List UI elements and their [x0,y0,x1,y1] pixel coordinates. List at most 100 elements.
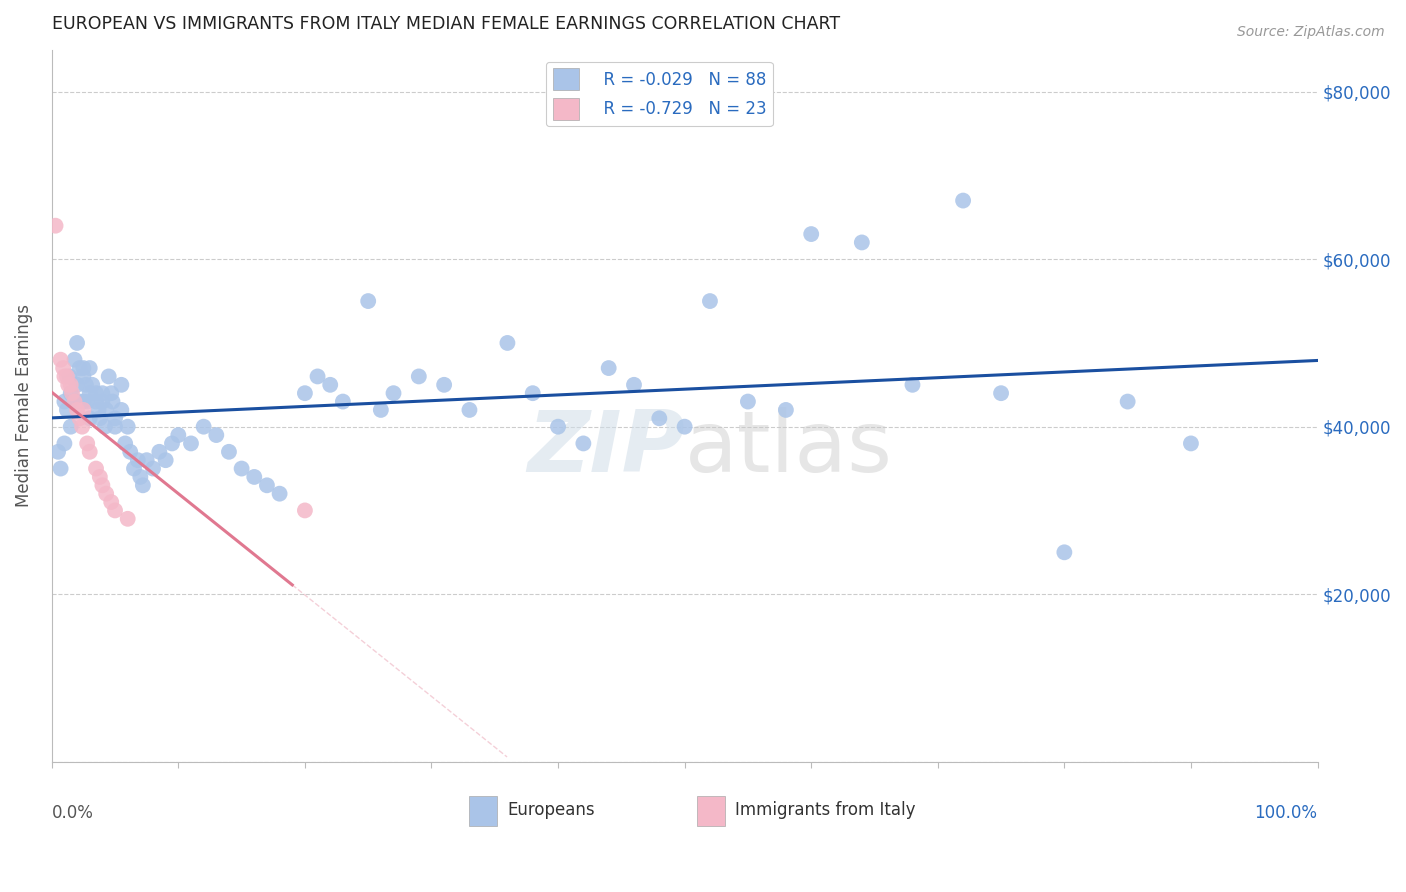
Point [63,394,86,409]
Point [79,361,101,376]
Point [901,377,924,392]
Point [775,403,797,417]
Point [648,411,671,425]
Point [101,394,124,409]
Point [370,403,392,417]
Point [135,453,157,467]
Point [205,428,228,442]
Point [737,394,759,409]
Point [89,470,111,484]
Point [180,436,202,450]
Point [100,495,122,509]
Point [1053,545,1076,559]
Point [127,453,149,467]
Text: Immigrants from Italy: Immigrants from Italy [735,801,915,819]
Point [94,419,117,434]
Point [84,461,107,475]
Point [458,403,481,417]
Point [382,386,405,401]
Point [120,445,142,459]
Point [332,394,354,409]
Point [56,369,79,384]
Point [598,361,620,376]
Point [96,486,118,500]
Point [117,512,139,526]
Point [142,461,165,475]
Point [155,453,177,467]
Text: 0.0%: 0.0% [52,805,94,822]
Point [52,361,75,376]
Point [572,436,595,450]
Point [72,369,94,384]
Point [69,411,91,425]
Point [193,419,215,434]
Point [104,419,127,434]
Text: ZIP: ZIP [527,407,685,490]
Point [49,352,72,367]
Point [75,377,97,392]
Point [800,227,823,241]
Point [97,369,120,384]
Point [76,394,98,409]
Point [53,436,76,450]
Point [84,394,107,409]
Point [91,386,114,401]
Point [58,369,80,384]
Point [84,386,107,401]
Point [699,294,721,309]
Point [89,411,111,425]
Point [256,478,278,492]
Point [45,219,67,233]
Point [160,436,183,450]
Point [110,377,132,392]
Point [53,394,76,409]
Point [547,419,569,434]
Point [53,369,76,384]
Point [72,361,94,376]
Point [70,419,93,434]
Point [129,470,152,484]
Point [91,478,114,492]
Point [69,394,91,409]
Point [59,419,82,434]
Point [110,403,132,417]
Text: 100.0%: 100.0% [1254,805,1317,822]
Bar [470,796,498,826]
Point [319,377,342,392]
Point [114,436,136,450]
Point [408,369,430,384]
Point [294,386,316,401]
Point [79,445,101,459]
Point [496,335,519,350]
Point [59,377,82,392]
Point [66,335,89,350]
Point [522,386,544,401]
Point [990,386,1012,401]
Point [56,403,79,417]
Point [132,478,155,492]
Point [46,445,69,459]
Point [307,369,329,384]
Point [122,461,145,475]
Bar [697,796,725,826]
Point [66,403,89,417]
Point [294,503,316,517]
Point [623,377,645,392]
Point [269,486,291,500]
Point [79,411,101,425]
Y-axis label: Median Female Earnings: Median Female Earnings [15,304,32,508]
Text: EUROPEAN VS IMMIGRANTS FROM ITALY MEDIAN FEMALE EARNINGS CORRELATION CHART: EUROPEAN VS IMMIGRANTS FROM ITALY MEDIAN… [52,15,839,33]
Point [243,470,266,484]
Legend:   R = -0.029   N = 88,   R = -0.729   N = 23: R = -0.029 N = 88, R = -0.729 N = 23 [546,62,773,127]
Point [231,461,253,475]
Point [91,394,114,409]
Point [58,377,80,392]
Point [952,194,974,208]
Point [357,294,380,309]
Point [100,386,122,401]
Point [167,428,190,442]
Text: Source: ZipAtlas.com: Source: ZipAtlas.com [1237,25,1385,39]
Point [49,461,72,475]
Point [76,436,98,450]
Point [104,503,127,517]
